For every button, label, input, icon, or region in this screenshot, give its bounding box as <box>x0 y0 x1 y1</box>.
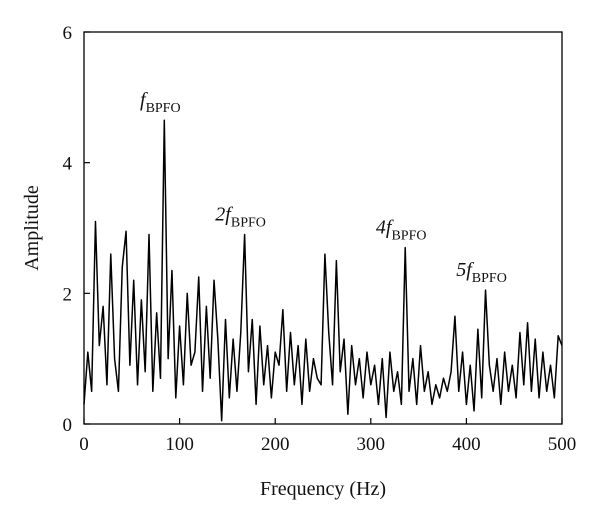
x-axis-label: Frequency (Hz) <box>260 478 386 500</box>
annotation-text: f <box>140 89 148 111</box>
annotation-text: 5f <box>456 259 474 281</box>
annotation: fBPFO <box>140 89 181 116</box>
x-tick-label: 0 <box>79 434 89 455</box>
annotation-text: 2f <box>215 204 233 226</box>
plot-frame <box>83 31 563 425</box>
annotation-subscript: BPFO <box>146 101 181 116</box>
x-tick-label: 200 <box>261 434 290 455</box>
x-tick-label: 400 <box>452 434 481 455</box>
annotation: 5fBPFO <box>456 259 507 286</box>
annotation-text: 4f <box>376 217 394 239</box>
annotation-subscript: BPFO <box>472 271 507 286</box>
y-axis-label: Amplitude <box>21 185 43 271</box>
annotation: 2fBPFO <box>215 204 266 231</box>
annotation: 4fBPFO <box>376 217 427 244</box>
y-tick-label: 2 <box>63 284 73 305</box>
x-tick-label: 100 <box>165 434 194 455</box>
annotation-subscript: BPFO <box>231 216 266 231</box>
y-tick-label: 4 <box>63 154 73 175</box>
annotation-subscript: BPFO <box>391 229 426 244</box>
x-tick-label: 500 <box>548 434 577 455</box>
y-tick-label: 6 <box>63 23 73 44</box>
spectrum-line <box>83 119 563 422</box>
y-tick-label: 0 <box>63 415 73 436</box>
x-tick-label: 300 <box>357 434 386 455</box>
